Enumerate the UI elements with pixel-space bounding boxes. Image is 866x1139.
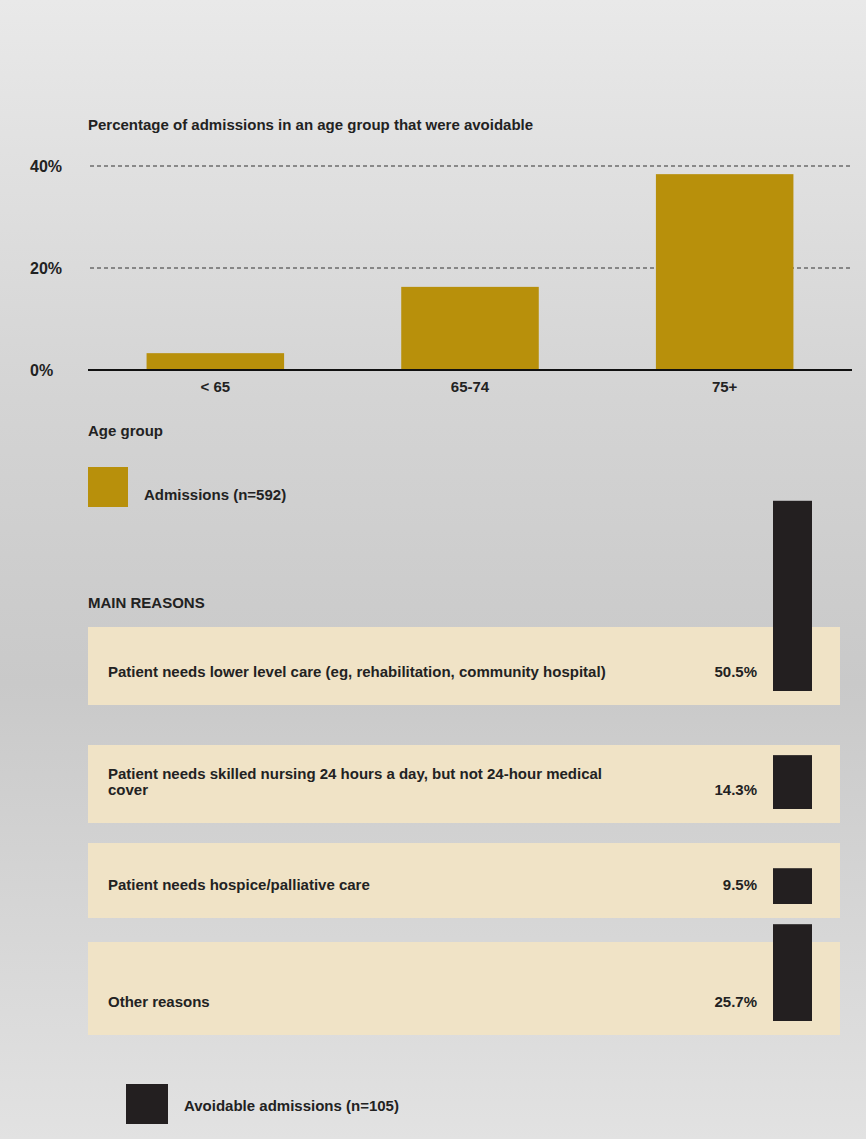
- x-tick-label: < 65: [201, 378, 231, 395]
- y-tick-label: 40%: [30, 158, 62, 175]
- data-label: 14.3%: [714, 781, 757, 798]
- grid-line: [90, 166, 852, 167]
- legend-label: Admissions (n=592): [144, 486, 286, 503]
- row-panel: [88, 627, 840, 705]
- y-tick-label: 0%: [30, 362, 53, 379]
- bar: [773, 868, 812, 904]
- legend-swatch: [88, 467, 128, 507]
- data-label: 9.5%: [723, 876, 757, 893]
- y-tick-label: 20%: [30, 260, 62, 277]
- bar: [147, 353, 285, 370]
- bar: [656, 174, 794, 370]
- bars: [773, 501, 812, 1021]
- bar: [773, 755, 812, 809]
- label-line: Patient needs hospice/palliative care: [108, 876, 370, 893]
- section-title: MAIN REASONS: [88, 594, 205, 611]
- row-panel: [88, 942, 840, 1035]
- bar: [773, 924, 812, 1021]
- category-label: Patient needs skilled nursing 24 hours a…: [108, 765, 602, 798]
- chart-title: Percentage of admissions in an age group…: [88, 116, 533, 133]
- bar: [401, 287, 539, 370]
- label-line: cover: [108, 781, 148, 798]
- category-label: Patient needs lower level care (eg, reha…: [108, 663, 606, 680]
- x-tick-label: 65-74: [451, 378, 490, 395]
- category-label: Other reasons: [108, 993, 210, 1010]
- data-label: 50.5%: [714, 663, 757, 680]
- bar: [773, 501, 812, 691]
- label-line: Patient needs lower level care (eg, reha…: [108, 663, 606, 680]
- legend-swatch: [126, 1084, 168, 1124]
- row-panel: [88, 843, 840, 918]
- category-label: Patient needs hospice/palliative care: [108, 876, 370, 893]
- row-panel: [88, 745, 840, 823]
- data-label: 25.7%: [714, 993, 757, 1010]
- x-axis-title: Age group: [88, 422, 163, 439]
- x-axis: [88, 369, 852, 371]
- y-axis-range: [88, 166, 89, 370]
- legend-label: Avoidable admissions (n=105): [184, 1097, 399, 1114]
- bars: [147, 174, 794, 370]
- x-tick-label: 75+: [712, 378, 738, 395]
- label-line: Other reasons: [108, 993, 210, 1010]
- chart-root: Percentage of admissions in an age group…: [0, 0, 866, 1139]
- label-line: Patient needs skilled nursing 24 hours a…: [108, 765, 602, 782]
